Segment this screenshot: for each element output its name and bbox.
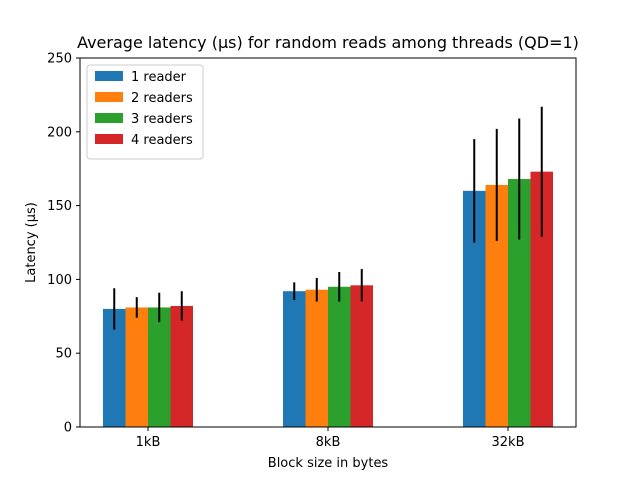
bar	[350, 285, 373, 427]
legend: 1 reader 2 readers 3 readers 4 readers	[86, 64, 204, 160]
bar	[283, 291, 306, 427]
legend-label: 1 reader	[131, 70, 187, 85]
bar	[125, 307, 148, 427]
bar	[148, 307, 171, 427]
bar	[485, 184, 508, 427]
plot-frame	[79, 57, 577, 428]
y-tick-label: 250	[47, 52, 72, 67]
y-tick-label: 200	[47, 125, 72, 140]
bar	[530, 171, 553, 427]
legend-swatch	[95, 134, 123, 144]
chart-title: Average latency (µs) for random reads am…	[77, 33, 579, 52]
bar	[103, 308, 126, 427]
x-axis-label: Block size in bytes	[268, 456, 389, 471]
y-tick-label: 0	[64, 421, 72, 436]
y-tick-label: 150	[47, 199, 72, 214]
x-tick-label: 32kB	[492, 435, 525, 450]
bar	[328, 286, 351, 427]
legend-swatch	[95, 92, 123, 102]
legend-swatch	[95, 113, 123, 123]
bar	[305, 289, 328, 427]
plot-area: 0 50 100 150 200 250 1kB 8kB 32kB	[47, 52, 553, 450]
bar	[170, 305, 193, 427]
legend-label: 3 readers	[131, 112, 193, 127]
bar	[508, 179, 531, 427]
y-tick-label: 50	[55, 347, 72, 362]
legend-label: 2 readers	[131, 91, 193, 106]
x-tick-label: 1kB	[136, 435, 161, 450]
y-tick-label: 100	[47, 273, 72, 288]
legend-swatch	[95, 71, 123, 81]
legend-label: 4 readers	[131, 133, 193, 148]
bar	[463, 190, 486, 427]
x-tick-label: 8kB	[316, 435, 341, 450]
y-axis-label: Latency (µs)	[24, 202, 39, 283]
